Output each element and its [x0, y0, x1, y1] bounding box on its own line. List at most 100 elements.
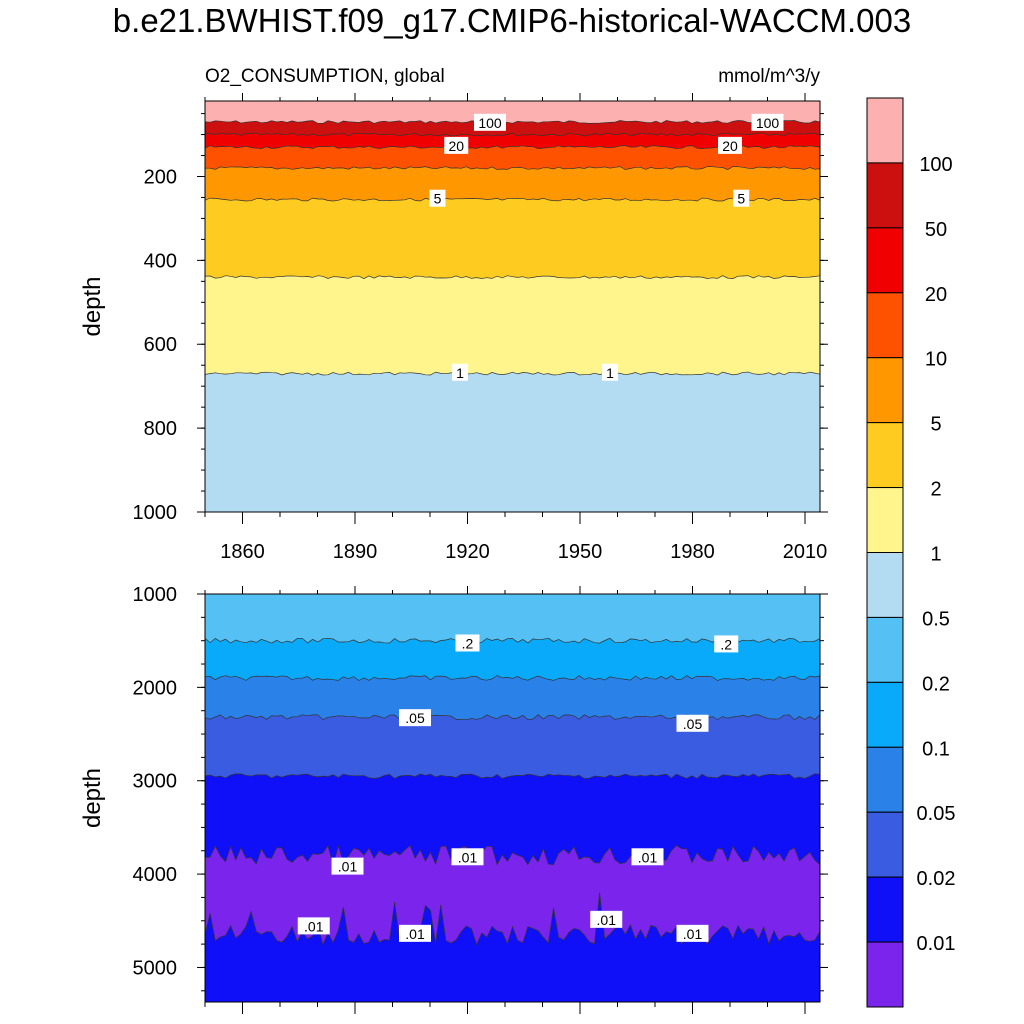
contour-band: [205, 198, 820, 279]
contour-label-text: 20: [448, 138, 464, 154]
contour-label-text: 20: [722, 138, 738, 154]
contour-band: [205, 594, 820, 644]
contour-band: [205, 773, 820, 866]
contour-label-text: 100: [756, 115, 780, 131]
contour-label-box: [474, 113, 506, 131]
colorbar: 100 50 20 10 5 2 1 0.5 0.2 0.1 0.05 0.02 0.01: [866, 97, 956, 1008]
units-label: mmol/m^3/y: [718, 66, 820, 87]
colorbar-label: 0.5: [922, 608, 950, 630]
contour-label-text: 1: [606, 365, 614, 381]
contour-label-text: .01: [683, 926, 703, 942]
contour-label: .2: [714, 635, 739, 653]
contour-label: .2: [455, 634, 480, 652]
contour-band: [205, 675, 820, 720]
contour-label-text: 1: [456, 365, 464, 381]
contour-label: 100: [751, 113, 784, 131]
contour-band: [205, 133, 820, 149]
plot-frame: [204, 100, 821, 513]
contour-label-box: [452, 363, 468, 381]
colorbar-swatch: [866, 97, 904, 164]
contour-line: [205, 675, 820, 681]
contour-label: 20: [444, 136, 469, 154]
contour-label-text: 100: [478, 115, 502, 131]
colorbar-swatch: [866, 487, 904, 554]
contour-label: 1: [452, 363, 468, 381]
contour-label-text: .01: [638, 849, 658, 865]
y-tick-label: 600: [144, 334, 177, 356]
x-tick-label: 1980: [670, 541, 715, 563]
contour-line: [205, 773, 820, 779]
contour-label-box: [297, 917, 330, 935]
contour-band: [205, 892, 820, 1002]
contour-line: [205, 166, 820, 170]
colorbar-swatch: [866, 227, 904, 294]
colorbar-swatch: [866, 552, 904, 618]
contour-label: 5: [733, 189, 750, 207]
contour-label: 100: [474, 113, 506, 131]
y-tick-label: 800: [144, 418, 177, 440]
colorbar-label: 0.01: [917, 933, 956, 955]
contour-line: [205, 132, 820, 137]
contour-label-box: [718, 136, 742, 154]
contour-label-box: [590, 910, 623, 928]
contour-label: .01: [676, 924, 709, 942]
plot-frame: [204, 593, 821, 1003]
contour-label: 5: [429, 189, 446, 207]
contour-line: [205, 145, 820, 149]
x-tick-label: 1950: [558, 541, 603, 563]
colorbar-swatch: [866, 616, 904, 683]
contour-band: [205, 145, 820, 170]
y-tick-label: 1000: [133, 584, 178, 606]
colorbar-swatch: [866, 941, 904, 1008]
contour-label: .01: [590, 910, 623, 928]
contour-label: 1: [602, 363, 618, 381]
contour-band: [205, 101, 820, 124]
y-tick-label: 200: [144, 166, 177, 188]
colorbar-swatch: [866, 811, 904, 878]
contour-band: [205, 120, 820, 136]
colorbar-swatch: [866, 162, 904, 229]
colorbar-label: 0.02: [917, 868, 956, 890]
contour-line: [205, 714, 820, 721]
contour-label-text: .05: [683, 716, 703, 732]
contour-label: .05: [676, 714, 709, 732]
colorbar-label: 5: [930, 414, 941, 436]
colorbar-swatch: [866, 876, 904, 943]
x-tick-label: 1890: [333, 541, 378, 563]
y-tick-label: 4000: [133, 864, 178, 886]
colorbar-swatch: [866, 681, 904, 748]
colorbar-swatch: [866, 746, 904, 813]
contour-line: [205, 275, 820, 279]
contour-label-text: .01: [597, 912, 617, 928]
contour-label: .05: [399, 709, 431, 727]
contour-line: [205, 197, 820, 202]
y-tick-label: 1000: [133, 502, 178, 524]
colorbar-label: 1: [930, 544, 941, 566]
panel-lower: .2 .2 .05 .05 .01 .01 .01 .01 .01 .01 .01 1000 2000 3…: [79, 584, 828, 1014]
x-tick-label: 2010: [783, 541, 828, 563]
colorbar-swatch: [866, 422, 904, 489]
contour-label-text: 5: [737, 191, 745, 207]
colorbar-swatch: [866, 292, 904, 359]
contour-label-box: [455, 634, 480, 652]
y-tick-label: 5000: [133, 957, 178, 979]
colorbar-label: 0.05: [917, 803, 956, 825]
contour-label-box: [714, 635, 739, 653]
contour-label-text: .2: [720, 636, 732, 652]
contour-label-text: 5: [434, 191, 442, 207]
contour-label-text: .01: [304, 918, 324, 934]
contour-label-box: [676, 924, 709, 942]
page-title: b.e21.BWHIST.f09_g17.CMIP6-historical-WA…: [112, 2, 912, 39]
contour-label: .01: [331, 857, 364, 875]
contour-label: .01: [399, 924, 431, 942]
colorbar-label: 0.1: [922, 738, 950, 760]
contour-band: [205, 372, 820, 512]
contour-band: [205, 275, 820, 376]
contour-label-box: [444, 136, 469, 154]
contour-band: [205, 166, 820, 201]
contour-label: 20: [718, 136, 742, 154]
contour-band: [205, 714, 820, 779]
colorbar-label: 2: [930, 479, 941, 501]
colorbar-label: 10: [925, 349, 947, 371]
